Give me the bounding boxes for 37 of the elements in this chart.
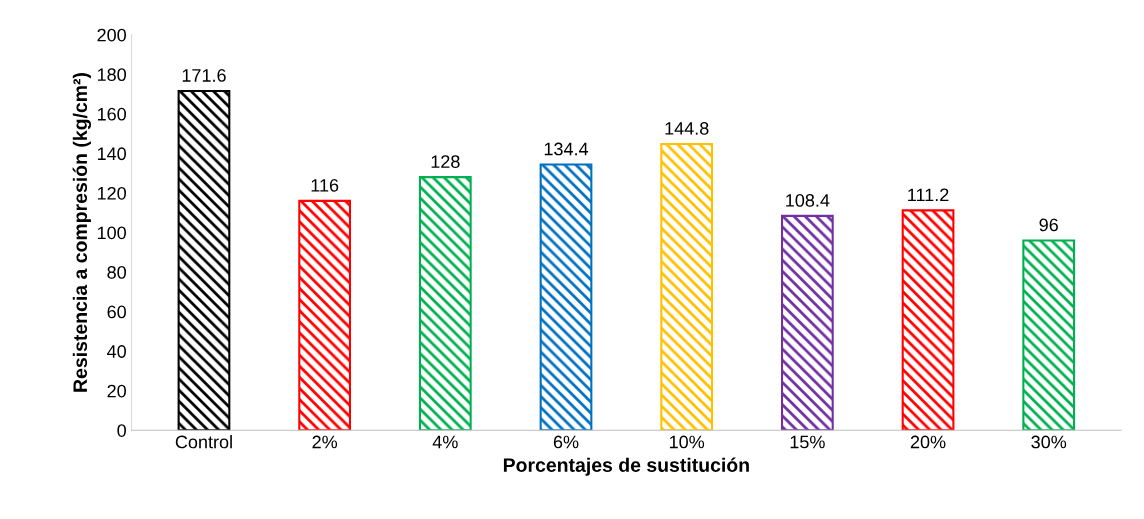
y-tick-label: 140: [97, 147, 126, 161]
bar: [418, 176, 472, 431]
y-tick-label: 100: [97, 226, 126, 240]
data-label: 108.4: [786, 193, 830, 207]
data-label: 144.8: [665, 122, 709, 135]
x-tick-label: 2%: [312, 435, 338, 449]
x-tick-label: 10%: [669, 435, 705, 449]
bar: [1022, 239, 1076, 431]
data-label: 128: [431, 155, 460, 169]
x-tick-label: 6%: [553, 435, 579, 449]
y-tick-label: 180: [97, 68, 126, 82]
bar: [298, 199, 352, 431]
bar: [780, 214, 834, 431]
bar: [660, 142, 714, 431]
data-label: 171.6: [182, 69, 226, 82]
y-tick-label: 40: [107, 345, 126, 358]
x-tick-label: 30%: [1031, 435, 1067, 449]
x-tick-label: 20%: [910, 435, 946, 449]
y-tick-label: 160: [97, 107, 126, 121]
bar: [177, 89, 231, 431]
y-tick-label: 60: [107, 305, 126, 319]
data-label: 134.4: [544, 142, 589, 156]
x-tick-label: 15%: [790, 435, 825, 449]
y-tick-label: 200: [97, 28, 126, 42]
x-axis-title: Porcentajes de sustitución: [503, 457, 749, 476]
x-tick-label: 4%: [432, 435, 458, 449]
bar: [539, 163, 593, 431]
data-label: 111.2: [908, 188, 949, 202]
y-tick-label: 0: [117, 424, 126, 437]
y-tick-label: 20: [107, 384, 126, 398]
x-tick-label: Control: [175, 435, 232, 449]
data-label: 96: [1039, 218, 1058, 232]
bar: [901, 209, 955, 431]
y-tick-label: 120: [97, 186, 126, 200]
data-label: 116: [311, 178, 339, 192]
y-axis-title: Resistencia a compresión (kg/cm²): [72, 73, 92, 392]
y-tick-label: 80: [107, 265, 126, 279]
